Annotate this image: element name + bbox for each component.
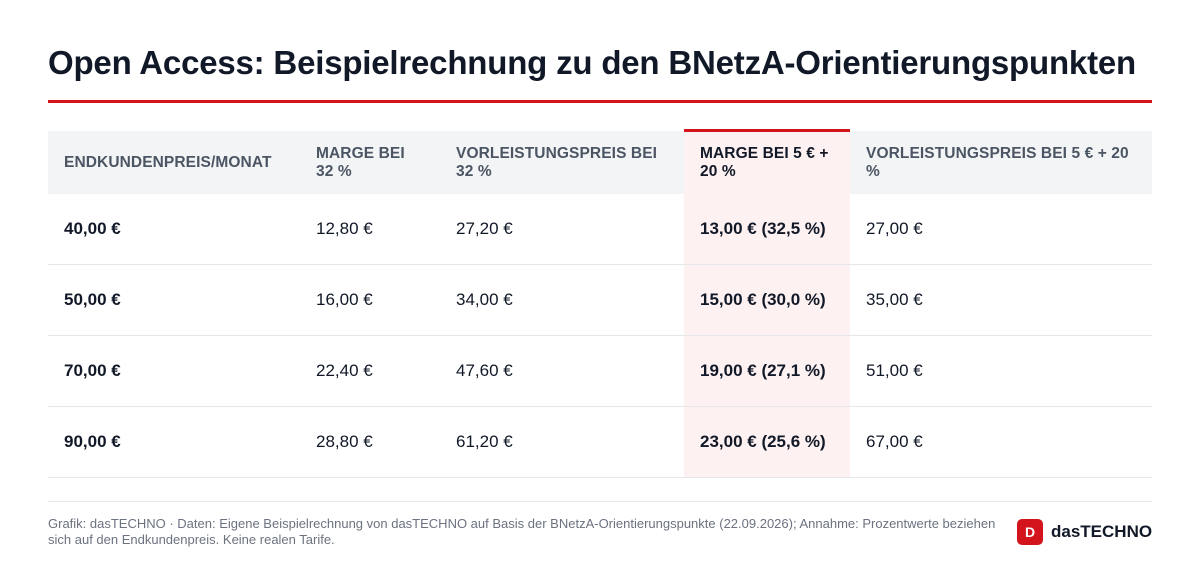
table-row: 50,00 € 16,00 € 34,00 € 15,00 € (30,0 %)… <box>48 264 1152 336</box>
cell-marge-5-20: 13,00 € (32,5 %) <box>684 193 850 265</box>
cell-endkundenpreis: 90,00 € <box>48 406 300 478</box>
cell-vorleistung-32: 27,20 € <box>440 193 684 265</box>
cell-marge-32: 16,00 € <box>300 264 440 336</box>
header-vorleistung-5-20: Vorleistungspreis bei 5 € + 20 % <box>850 130 1152 194</box>
cell-marge-32: 22,40 € <box>300 335 440 407</box>
header-marge-32: Marge bei 32 % <box>300 130 440 194</box>
cell-vorleistung-32: 34,00 € <box>440 264 684 336</box>
table-row: 70,00 € 22,40 € 47,60 € 19,00 € (27,1 %)… <box>48 335 1152 407</box>
cell-endkundenpreis: 50,00 € <box>48 264 300 336</box>
cell-vorleistung-5-20: 51,00 € <box>850 335 1152 407</box>
cell-marge-32: 28,80 € <box>300 406 440 478</box>
cell-marge-5-20: 23,00 € (25,6 %) <box>684 406 850 478</box>
cell-vorleistung-5-20: 35,00 € <box>850 264 1152 336</box>
brand: D dasTECHNO <box>1017 519 1152 545</box>
cell-vorleistung-5-20: 67,00 € <box>850 406 1152 478</box>
calculation-table: Endkundenpreis/Monat Marge bei 32 % Vorl… <box>48 129 1152 478</box>
cell-endkundenpreis: 70,00 € <box>48 335 300 407</box>
header-marge-5-20: Marge bei 5 € + 20 % <box>684 129 850 194</box>
cell-vorleistung-32: 47,60 € <box>440 335 684 407</box>
source-footnote: Grafik: dasTECHNO · Daten: Eigene Beispi… <box>48 516 996 547</box>
footer-divider <box>48 501 1152 502</box>
title-divider <box>48 100 1152 103</box>
brand-name: dasTECHNO <box>1051 522 1153 541</box>
cell-marge-32: 12,80 € <box>300 193 440 265</box>
header-endkundenpreis: Endkundenpreis/Monat <box>48 130 300 194</box>
table-header-row: Endkundenpreis/Monat Marge bei 32 % Vorl… <box>48 129 1152 194</box>
cell-endkundenpreis: 40,00 € <box>48 193 300 265</box>
cell-marge-5-20: 19,00 € (27,1 %) <box>684 335 850 407</box>
table-row: 40,00 € 12,80 € 27,20 € 13,00 € (32,5 %)… <box>48 193 1152 265</box>
brand-logo-icon: D <box>1017 519 1043 545</box>
cell-marge-5-20: 15,00 € (30,0 %) <box>684 264 850 336</box>
cell-vorleistung-32: 61,20 € <box>440 406 684 478</box>
cell-vorleistung-5-20: 27,00 € <box>850 193 1152 265</box>
page-title: Open Access: Beispielrechnung zu den BNe… <box>48 44 1136 81</box>
table-row: 90,00 € 28,80 € 61,20 € 23,00 € (25,6 %)… <box>48 406 1152 478</box>
header-vorleistung-32: Vorleistungspreis bei 32 % <box>440 130 684 194</box>
